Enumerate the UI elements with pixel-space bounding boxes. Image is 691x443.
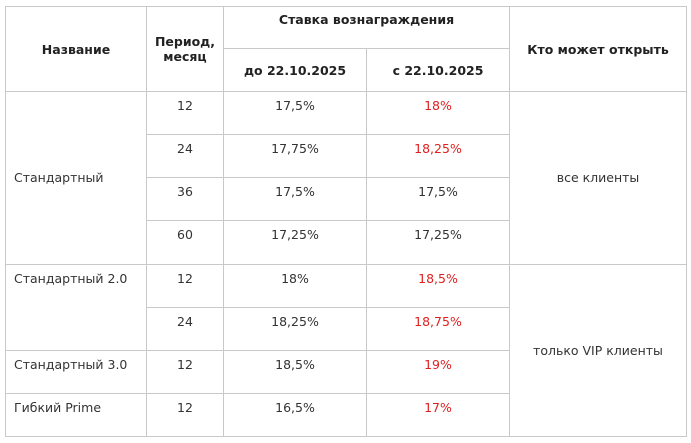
deposit-rates-table: Название Период, месяц Ставка вознагражд… xyxy=(5,5,687,438)
table-row: Гибкий Prime 12 16,5% 17% xyxy=(5,392,687,438)
rate-after-cell: 17,5% xyxy=(366,177,510,222)
rate-after-cell: 17,25% xyxy=(366,220,510,265)
deposit-name-standard-2: Стандартный 2.0 xyxy=(5,263,147,351)
period-cell: 12 xyxy=(146,392,224,438)
rate-before-cell: 18% xyxy=(223,263,367,308)
header-period: Период, месяц xyxy=(146,5,224,93)
period-cell: 24 xyxy=(146,134,224,179)
rate-before-cell: 17,5% xyxy=(223,177,367,222)
period-cell: 12 xyxy=(146,91,224,136)
table-row: 24 17,75% 18,25% xyxy=(6,134,687,179)
period-cell: 60 xyxy=(146,220,224,265)
rate-before-cell: 16,5% xyxy=(223,392,367,438)
who-vip-clients: только VIP клиенты xyxy=(509,263,687,438)
rate-before-cell: 18,25% xyxy=(223,306,367,351)
rate-after-cell: 18,75% xyxy=(366,306,510,351)
rate-after-cell: 18,5% xyxy=(366,263,510,308)
period-cell: 12 xyxy=(146,263,224,308)
rate-before-cell: 17,25% xyxy=(223,220,367,265)
who-all-clients: все клиенты xyxy=(509,91,687,265)
deposit-name-flexible-prime: Гибкий Prime xyxy=(5,392,147,438)
header-period-line1: Период, xyxy=(154,34,216,50)
header-rate-group: Ставка вознаграждения xyxy=(223,5,510,50)
table-row: 36 17,5% 17,5% xyxy=(6,177,687,222)
header-rate-after: с 22.10.2025 xyxy=(366,48,510,93)
period-cell: 12 xyxy=(146,349,224,394)
rate-before-cell: 17,5% xyxy=(223,91,367,136)
rate-after-cell: 18% xyxy=(366,91,510,136)
period-cell: 24 xyxy=(146,306,224,351)
table-row: Стандартный 12 17,5% 18% все клиенты xyxy=(5,91,687,265)
rate-after-cell: 19% xyxy=(366,349,510,394)
rate-before-cell: 17,75% xyxy=(223,134,367,179)
header-rate-before: до 22.10.2025 xyxy=(223,48,367,93)
header-who: Кто может открыть xyxy=(509,5,687,93)
header-name: Название xyxy=(5,5,147,93)
deposit-name-standard: Стандартный xyxy=(5,91,147,265)
rate-before-cell: 18,5% xyxy=(223,349,367,394)
table-row: 24 18,25% 18,75% xyxy=(6,306,687,351)
header-period-line2: месяц xyxy=(163,49,207,65)
table-row: Стандартный 3.0 12 18,5% 19% xyxy=(5,349,687,394)
deposit-name-standard-3: Стандартный 3.0 xyxy=(5,349,147,394)
rate-after-cell: 17% xyxy=(366,392,510,438)
table-row: Стандартный 2.0 12 18% 18,5% только VIP … xyxy=(5,263,687,438)
table-row: 60 17,25% 17,25% xyxy=(6,220,687,265)
period-cell: 36 xyxy=(146,177,224,222)
rate-after-cell: 18,25% xyxy=(366,134,510,179)
